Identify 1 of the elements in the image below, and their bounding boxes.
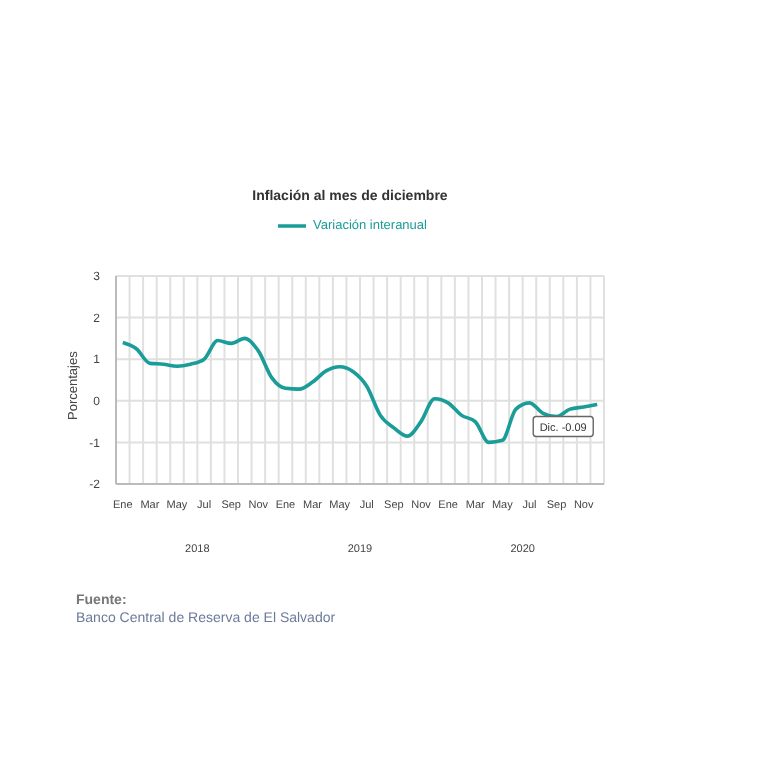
line-series [120,336,600,445]
